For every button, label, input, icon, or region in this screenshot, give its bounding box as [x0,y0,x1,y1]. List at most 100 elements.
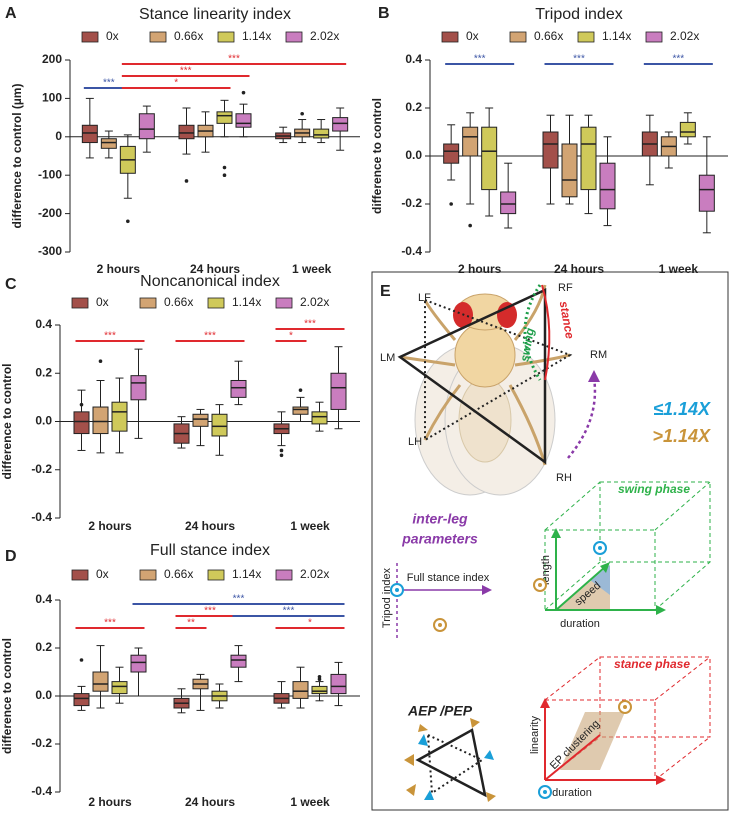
box [130,654,147,673]
arrowhead [540,698,550,708]
significance-label: *** [204,606,216,617]
legend-label: 1.14x [232,295,261,309]
outlier [241,90,246,95]
box [580,126,597,191]
box [92,671,109,692]
legend-label: 1.14x [602,29,631,43]
significance-label: * [289,331,293,342]
shade [590,565,610,595]
axis-arrows [544,705,660,781]
legend-swatch [71,297,89,309]
leg-label: LF [418,292,431,304]
marker [543,790,547,794]
inter-leg-title: parameters [401,531,478,547]
legend-label: 0.66x [164,567,193,581]
outlier [126,219,130,224]
legend-swatch [441,31,459,43]
x-tick-label: 24 hours [185,795,235,809]
box [111,401,128,432]
box [73,693,90,707]
box [481,126,498,191]
legend-label: 1.14x [232,567,261,581]
outlier [79,658,84,662]
legend-swatch [71,569,89,581]
legend-swatch [149,31,167,43]
outlier [98,359,103,363]
box [230,379,247,398]
box [92,406,109,435]
y-axis-label: difference to control [0,363,14,479]
triangle-solid [415,728,487,798]
panel-frame [371,271,729,811]
significance-label: *** [204,331,216,342]
axis-label: duration [560,618,600,630]
phase-title: stance phase [614,657,690,671]
significance-label: *** [228,54,240,65]
thorax [454,322,516,388]
legend-swatch [207,569,225,581]
y-tick-label: -0.4 [401,244,422,258]
y-tick-label: 0.4 [35,317,52,331]
box [130,375,147,401]
significance-label: *** [103,78,115,89]
box [311,411,328,425]
axis-label: Tripod index [381,567,393,628]
y-tick-label: -0.2 [31,462,52,476]
chart-title: Noncanonical index [140,273,280,290]
y-tick-label: 0.2 [35,640,52,654]
x-tick-label: 1 week [290,519,330,533]
box [561,143,578,198]
box [111,681,128,695]
legend-swatch [285,31,303,43]
significance-label: *** [573,54,585,65]
significance-label: *** [283,606,295,617]
arrowhead [424,790,434,800]
panel-letter: B [378,5,390,22]
significance-label: *** [180,66,192,77]
box [542,131,559,169]
panel-letter: C [5,276,17,293]
outlier [222,173,227,177]
legend-swatch [275,569,293,581]
group-label: >1.14X [652,426,711,446]
box [500,191,517,215]
y-tick-label: 0.0 [405,148,422,162]
arrowhead [418,724,428,732]
marker [598,546,602,550]
panel-letter: A [5,5,17,22]
y-tick-label: -0.2 [31,736,52,750]
arrowhead [470,718,480,728]
eye [497,302,517,328]
y-tick-label: 0.2 [35,365,52,379]
outlier [317,675,322,679]
y-tick-label: 200 [42,52,62,66]
legend-label: 0x [96,295,109,309]
y-tick-label: -0.2 [401,196,422,210]
significance-label: *** [104,331,116,342]
significance-label: *** [233,594,245,605]
legend-label: 0x [106,29,119,43]
cube-face [599,481,711,563]
legend-swatch [139,297,157,309]
box [462,126,479,157]
box [679,121,696,138]
significance-label: *** [304,319,316,330]
box [292,406,309,415]
arrowhead [486,792,496,802]
outlier [279,448,284,453]
legend-label: 1.14x [242,29,271,43]
arrowhead [551,528,561,538]
y-tick-label: 0.4 [35,592,52,606]
box [311,685,328,695]
x-tick-label: 1 week [292,262,332,276]
axis-label: linearity [529,716,541,754]
legend-label: 2.02x [300,295,329,309]
legend-swatch [207,297,225,309]
legend-label: 0.66x [164,295,193,309]
y-axis-label: difference to control [0,638,14,754]
outlier [222,165,227,170]
box [443,143,460,164]
